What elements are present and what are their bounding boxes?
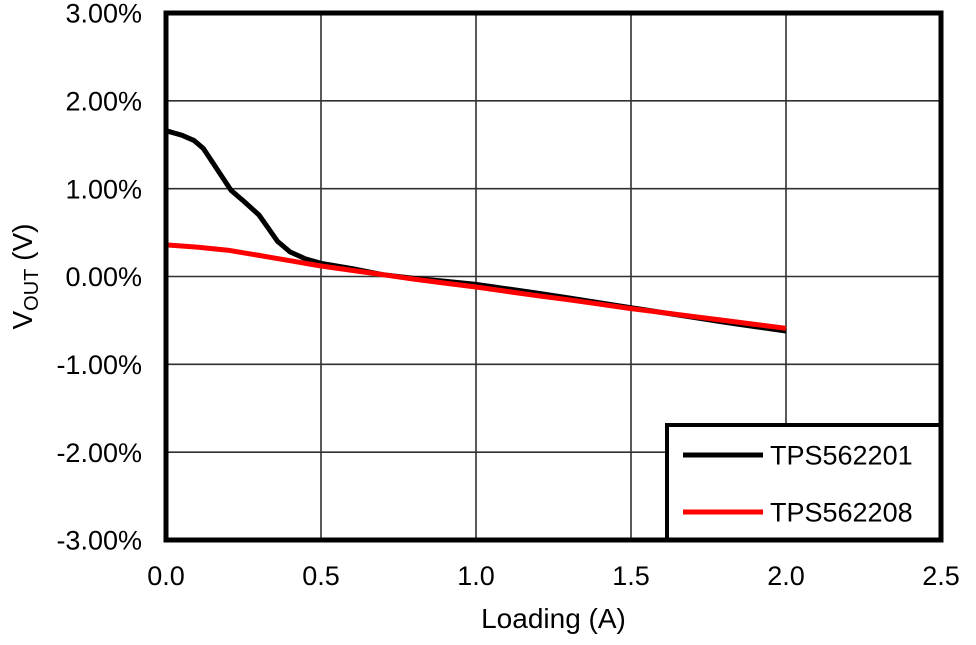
- y-tick-label: 0.00%: [65, 262, 142, 292]
- x-tick-label: 0.0: [147, 561, 185, 591]
- x-tick-label: 2.5: [922, 561, 960, 591]
- series-lines: [165, 128, 787, 334]
- y-axis-title: VOUT (V): [7, 223, 43, 329]
- legend: TPS562201 TPS562208: [665, 423, 943, 542]
- legend-label: TPS562208: [770, 498, 913, 528]
- x-tick-label: 1.5: [612, 561, 650, 591]
- legend-item-TPS562201: TPS562201: [683, 441, 913, 471]
- x-tick-label: 1.0: [457, 561, 495, 591]
- x-tick-label: 2.0: [767, 561, 805, 591]
- y-tick-label: 3.00%: [65, 0, 142, 29]
- y-tick-labels: 3.00% 2.00% 1.00% 0.00% -1.00% -2.00% -3.00%: [56, 0, 142, 556]
- x-tick-label: 0.5: [302, 561, 340, 591]
- x-axis-title: Loading (A): [481, 603, 626, 634]
- y-tick-label: 1.00%: [65, 174, 142, 204]
- y-tick-label: -1.00%: [56, 350, 142, 380]
- y-tick-label: -3.00%: [56, 526, 142, 556]
- x-tick-labels: 0.0 0.5 1.0 1.5 2.0 2.5: [147, 561, 960, 591]
- legend-label: TPS562201: [770, 441, 913, 471]
- y-tick-label: -2.00%: [56, 438, 142, 468]
- axis-border: [163, 10, 944, 543]
- legend-box: [665, 423, 943, 542]
- series-line-TPS562208: [165, 242, 787, 331]
- y-tick-label: 2.00%: [65, 87, 142, 117]
- legend-item-TPS562208: TPS562208: [683, 498, 913, 528]
